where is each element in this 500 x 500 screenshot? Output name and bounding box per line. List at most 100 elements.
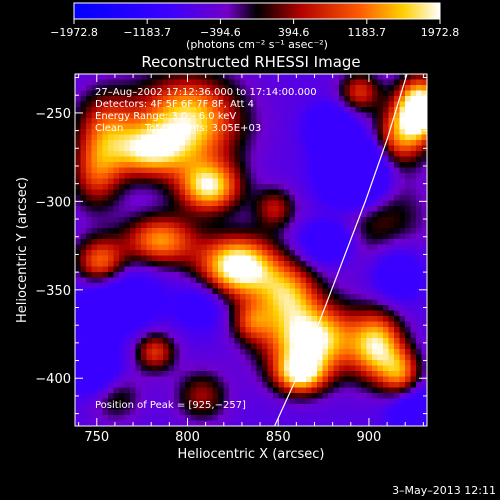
heatmap-cell xyxy=(229,343,236,350)
heatmap-cell xyxy=(212,151,219,158)
heatmap-cell xyxy=(130,206,137,213)
heatmap-cell xyxy=(130,244,137,251)
heatmap-cell xyxy=(267,365,274,372)
heatmap-cell xyxy=(355,129,362,136)
heatmap-cell xyxy=(273,134,280,141)
heatmap-cell xyxy=(306,387,313,394)
heatmap-cell xyxy=(267,250,274,257)
heatmap-cell xyxy=(174,272,181,279)
heatmap-cell xyxy=(212,96,219,103)
heatmap-cell xyxy=(405,167,412,174)
heatmap-cell xyxy=(256,250,263,257)
heatmap-cell xyxy=(289,349,296,356)
heatmap-cell xyxy=(355,288,362,295)
heatmap-cell xyxy=(256,310,263,317)
heatmap-cell xyxy=(141,200,148,207)
heatmap-cell xyxy=(350,332,357,339)
heatmap-cell xyxy=(366,409,373,416)
heatmap-cell xyxy=(278,327,285,334)
heatmap-cell xyxy=(251,354,258,361)
heatmap-cell xyxy=(377,151,384,158)
heatmap-cell xyxy=(196,184,203,191)
heatmap-cell xyxy=(86,239,93,246)
heatmap-cell xyxy=(405,112,412,119)
heatmap-cell xyxy=(223,90,230,97)
heatmap-cell xyxy=(295,316,302,323)
heatmap-cell xyxy=(102,316,109,323)
heatmap-cell xyxy=(218,145,225,152)
heatmap-cell xyxy=(91,420,98,426)
heatmap-cell xyxy=(234,365,241,372)
heatmap-cell xyxy=(267,74,274,81)
heatmap-cell xyxy=(102,420,109,426)
heatmap-cell xyxy=(256,332,263,339)
heatmap-cell xyxy=(322,299,329,306)
heatmap-cell xyxy=(284,310,291,317)
heatmap-cell xyxy=(179,156,186,163)
heatmap-cell xyxy=(350,162,357,169)
heatmap-cell xyxy=(344,184,351,191)
heatmap-cell xyxy=(394,409,401,416)
heatmap-cell xyxy=(295,250,302,257)
heatmap-cell xyxy=(130,189,137,196)
heatmap-cell xyxy=(383,354,390,361)
heatmap-cell xyxy=(234,321,241,328)
heatmap-cell xyxy=(185,343,192,350)
heatmap-cell xyxy=(416,96,423,103)
heatmap-cell xyxy=(157,343,164,350)
heatmap-cell xyxy=(212,261,219,268)
heatmap-cell xyxy=(394,404,401,411)
heatmap-cell xyxy=(339,145,346,152)
heatmap-cell xyxy=(245,409,252,416)
heatmap-cell xyxy=(410,277,417,284)
heatmap-cell xyxy=(300,239,307,246)
heatmap-cell xyxy=(196,398,203,405)
heatmap-cell xyxy=(218,228,225,235)
heatmap-cell xyxy=(97,211,104,218)
heatmap-cell xyxy=(163,338,170,345)
heatmap-cell xyxy=(317,354,324,361)
heatmap-cell xyxy=(196,404,203,411)
heatmap-cell xyxy=(97,338,104,345)
heatmap-cell xyxy=(130,79,137,86)
heatmap-cell xyxy=(289,420,296,426)
heatmap-cell xyxy=(295,327,302,334)
heatmap-cell xyxy=(185,338,192,345)
heatmap-cell xyxy=(295,244,302,251)
heatmap-cell xyxy=(234,261,241,268)
heatmap-cell xyxy=(355,167,362,174)
heatmap-cell xyxy=(163,305,170,312)
heatmap-cell xyxy=(256,382,263,389)
heatmap-cell xyxy=(333,101,340,108)
heatmap-cell xyxy=(421,107,427,114)
heatmap-cell xyxy=(218,321,225,328)
heatmap-cell xyxy=(218,189,225,196)
heatmap-cell xyxy=(135,129,142,136)
heatmap-cell xyxy=(267,244,274,251)
heatmap-cell xyxy=(168,167,175,174)
heatmap-cell xyxy=(91,294,98,301)
heatmap-cell xyxy=(361,140,368,147)
heatmap-cell xyxy=(355,200,362,207)
heatmap-cell xyxy=(185,173,192,180)
heatmap-cell xyxy=(306,162,313,169)
heatmap-cell xyxy=(229,118,236,125)
heatmap-cell xyxy=(328,343,335,350)
heatmap-cell xyxy=(350,338,357,345)
heatmap-cell xyxy=(152,90,159,97)
heatmap-cell xyxy=(311,79,318,86)
heatmap-cell xyxy=(234,272,241,279)
heatmap-cell xyxy=(383,74,390,81)
heatmap-cell xyxy=(328,167,335,174)
heatmap-cell xyxy=(190,316,197,323)
heatmap-cell xyxy=(168,332,175,339)
heatmap-cell xyxy=(229,398,236,405)
heatmap-cell xyxy=(163,189,170,196)
heatmap-cell xyxy=(240,321,247,328)
heatmap-cell xyxy=(256,156,263,163)
heatmap-cell xyxy=(218,173,225,180)
heatmap-cell xyxy=(113,211,120,218)
heatmap-cell xyxy=(91,349,98,356)
heatmap-cell xyxy=(212,162,219,169)
